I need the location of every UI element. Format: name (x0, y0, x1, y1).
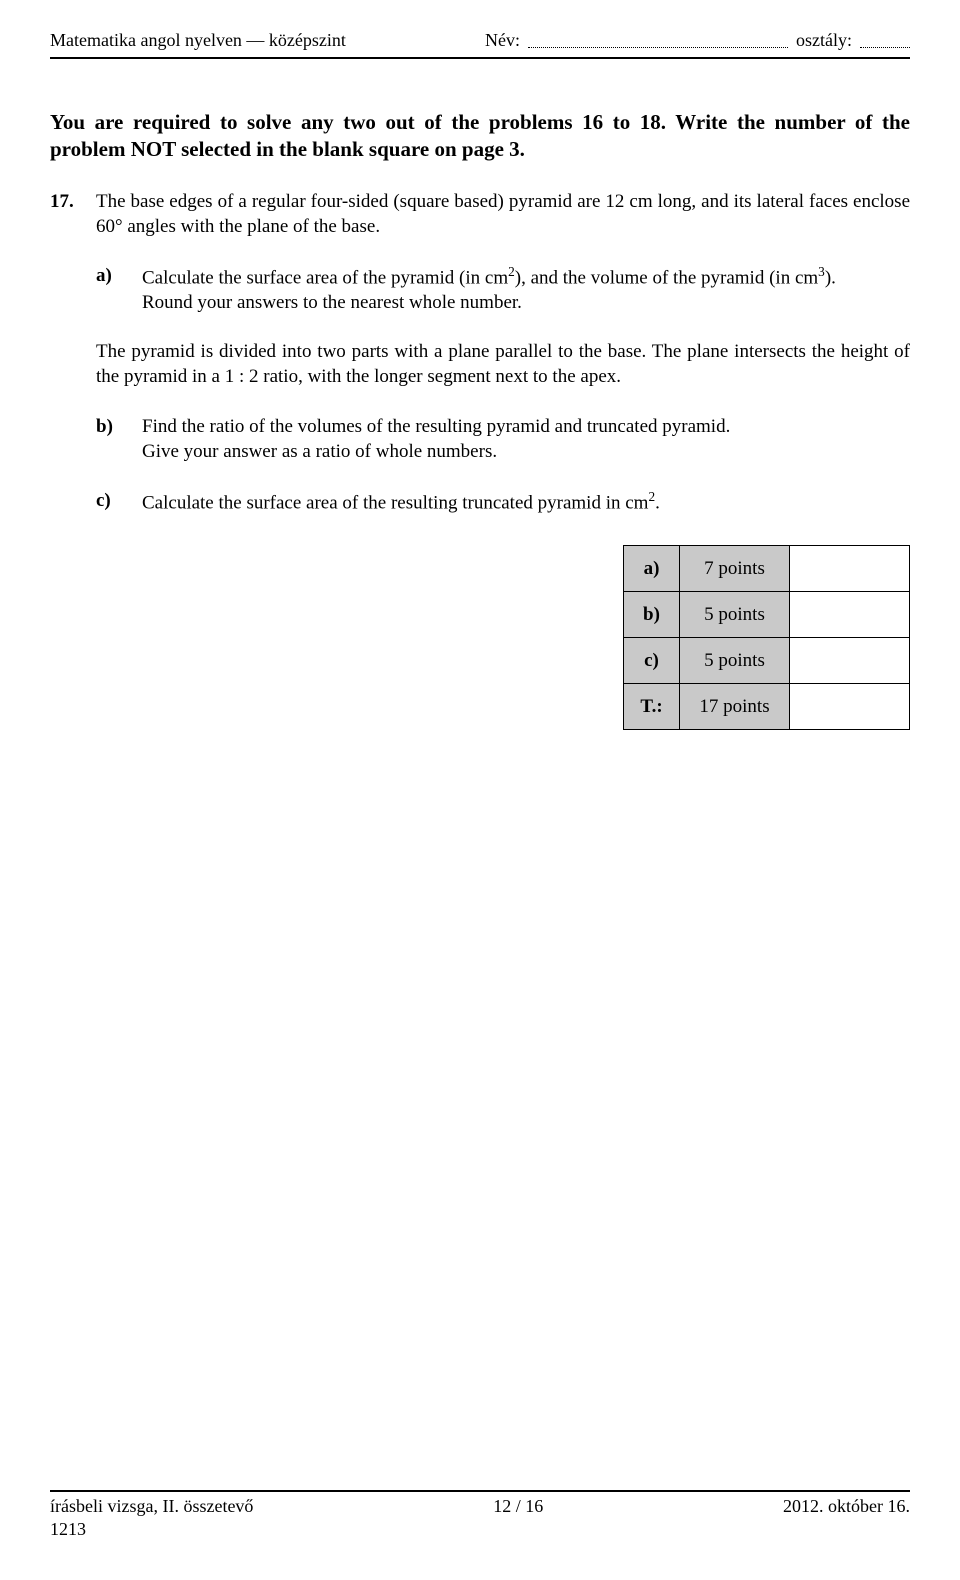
part-b-line1: Find the ratio of the volumes of the res… (142, 416, 730, 437)
instructions-text: You are required to solve any two out of… (50, 109, 910, 163)
part-a-post: ). (825, 267, 836, 288)
part-c-pre: Calculate the surface area of the result… (142, 492, 648, 513)
part-b-label: b) (96, 414, 142, 464)
name-field[interactable] (528, 34, 788, 48)
content-area: You are required to solve any two out of… (50, 59, 910, 730)
points-table-body: a) 7 points b) 5 points c) 5 points T.: … (624, 546, 910, 730)
points-blank-b[interactable] (790, 592, 910, 638)
points-row-a: a) 7 points (624, 546, 910, 592)
part-a: a) Calculate the surface area of the pyr… (96, 263, 910, 315)
points-value-c: 5 points (680, 638, 790, 684)
header-subject: Matematika angol nyelven — középszint (50, 30, 346, 51)
problem-intro-text: The base edges of a regular four-sided (… (96, 189, 910, 239)
points-value-b: 5 points (680, 592, 790, 638)
part-a-mid: ), and the volume of the pyramid (in cm (515, 267, 818, 288)
points-value-total: 17 points (680, 684, 790, 730)
part-b-text: Find the ratio of the volumes of the res… (142, 414, 910, 464)
problem-17: 17. The base edges of a regular four-sid… (50, 189, 910, 730)
points-label-b: b) (624, 592, 680, 638)
points-value-a: 7 points (680, 546, 790, 592)
points-label-c: c) (624, 638, 680, 684)
points-label-total: T.: (624, 684, 680, 730)
part-b-line2: Give your answer as a ratio of whole num… (142, 441, 497, 462)
part-a-text: Calculate the surface area of the pyrami… (142, 263, 910, 315)
page-footer: írásbeli vizsga, II. összetevő 12 / 16 2… (50, 1490, 910, 1540)
points-blank-a[interactable] (790, 546, 910, 592)
points-row-total: T.: 17 points (624, 684, 910, 730)
header-fields: Név: osztály: (485, 30, 910, 51)
points-row-c: c) 5 points (624, 638, 910, 684)
points-blank-c[interactable] (790, 638, 910, 684)
sup-3: 3 (818, 264, 825, 279)
class-label: osztály: (796, 30, 852, 51)
part-c-text: Calculate the surface area of the result… (142, 488, 910, 515)
part-b: b) Find the ratio of the volumes of the … (96, 414, 910, 464)
part-a-line2: Round your answers to the nearest whole … (142, 292, 522, 313)
footer-left: írásbeli vizsga, II. összetevő (50, 1496, 253, 1517)
footer-code: 1213 (50, 1519, 910, 1540)
footer-center: 12 / 16 (493, 1496, 543, 1517)
points-label-a: a) (624, 546, 680, 592)
problem-number: 17. (50, 189, 96, 239)
part-c-post: . (655, 492, 660, 513)
class-field[interactable] (860, 34, 910, 48)
points-blank-total[interactable] (790, 684, 910, 730)
name-label: Név: (485, 30, 520, 51)
part-a-pre: Calculate the surface area of the pyrami… (142, 267, 508, 288)
footer-row: írásbeli vizsga, II. összetevő 12 / 16 2… (50, 1496, 910, 1517)
problem-intro: 17. The base edges of a regular four-sid… (50, 189, 910, 239)
page-header: Matematika angol nyelven — középszint Né… (50, 30, 910, 59)
sup-2: 2 (508, 264, 515, 279)
part-c-label: c) (96, 488, 142, 515)
points-row-b: b) 5 points (624, 592, 910, 638)
points-table: a) 7 points b) 5 points c) 5 points T.: … (623, 545, 910, 730)
part-a-label: a) (96, 263, 142, 315)
footer-right: 2012. október 16. (783, 1496, 910, 1517)
problem-mid-text: The pyramid is divided into two parts wi… (96, 339, 910, 389)
part-c: c) Calculate the surface area of the res… (96, 488, 910, 515)
